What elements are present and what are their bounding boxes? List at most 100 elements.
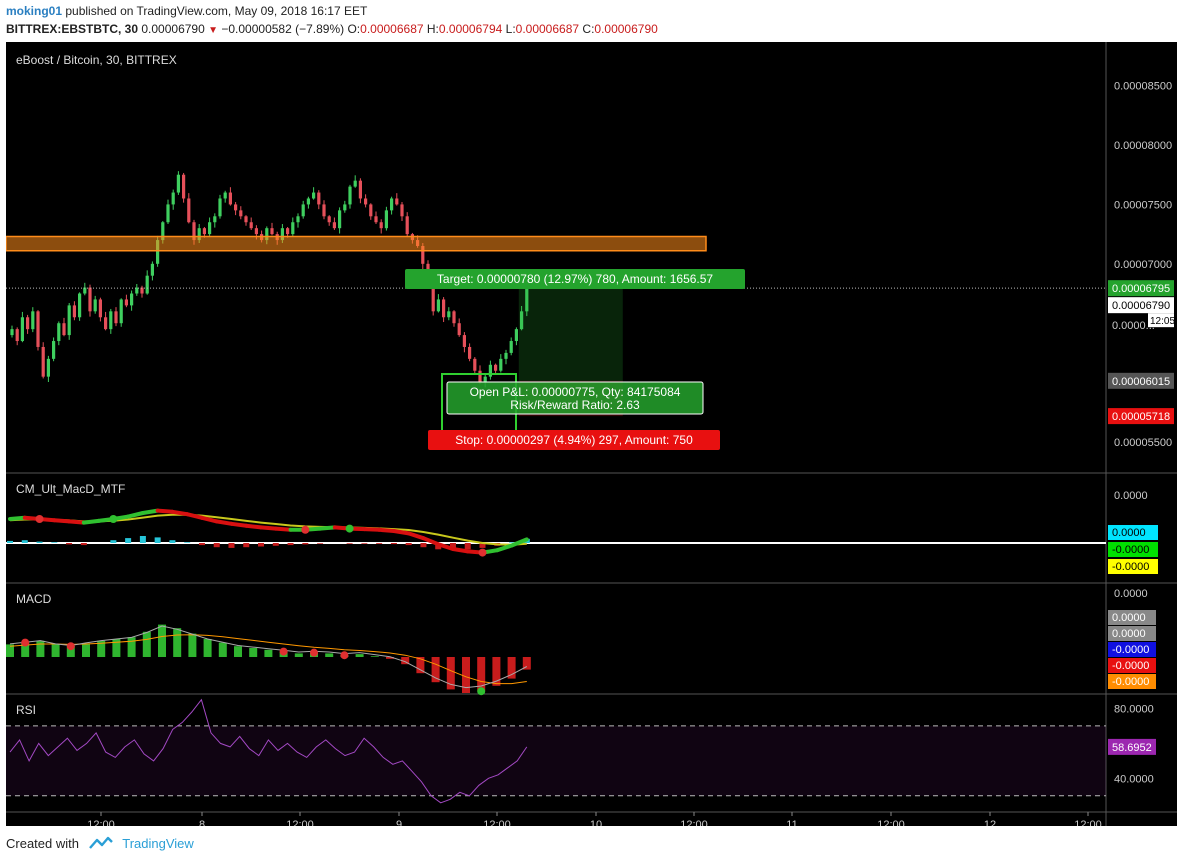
high-label: H: bbox=[426, 22, 439, 36]
macd-hist-bar bbox=[446, 657, 455, 690]
footer: Created with TradingView bbox=[6, 836, 194, 853]
cm-hist-bar bbox=[7, 540, 13, 543]
macd-hist-bar bbox=[249, 648, 258, 657]
cm-hist-bar bbox=[376, 543, 383, 544]
author-link[interactable]: moking01 bbox=[6, 4, 63, 18]
cm-hist-bar bbox=[390, 543, 397, 545]
macd-hist-bar bbox=[234, 646, 242, 657]
target-label: Target: 0.00000780 (12.97%) 780, Amount:… bbox=[437, 272, 714, 286]
cm-macd-segment bbox=[244, 523, 264, 530]
y-tick-label: 0.00005500 bbox=[1114, 437, 1172, 449]
cm-cross-dot bbox=[109, 515, 118, 523]
cm-hist-bar bbox=[51, 542, 58, 543]
cm-macd-segment bbox=[450, 547, 470, 554]
overlay: Target: 0.00000780 (12.97%) 780, Amount:… bbox=[6, 235, 1106, 450]
macd-hist-bar bbox=[355, 654, 364, 657]
macd-cross-dot bbox=[310, 648, 318, 657]
candle-body bbox=[296, 216, 300, 223]
tradingview-brand[interactable]: TradingView bbox=[122, 836, 194, 851]
candle-body bbox=[145, 275, 149, 294]
candle-body bbox=[457, 323, 461, 336]
cm-macd-segment bbox=[259, 525, 278, 531]
candle-body bbox=[265, 228, 269, 241]
candle-body bbox=[306, 198, 310, 205]
macd-hist-bar bbox=[522, 657, 531, 670]
cm-macd-segment bbox=[436, 542, 455, 551]
candle-body bbox=[338, 210, 342, 229]
candle-body bbox=[488, 364, 492, 377]
candle-body bbox=[114, 311, 118, 324]
cm-macd-segment bbox=[421, 536, 441, 547]
cm-macd-segment bbox=[67, 519, 86, 525]
cm-hist-bar bbox=[272, 543, 279, 546]
candle-body bbox=[187, 198, 191, 223]
candle-body bbox=[31, 311, 35, 330]
candle-body bbox=[379, 222, 383, 229]
cm-macd-segment bbox=[126, 511, 145, 519]
cm-y-tick: 0.0000 bbox=[1114, 490, 1148, 502]
candle-body bbox=[327, 216, 331, 223]
candle-body bbox=[67, 305, 71, 336]
rsi-value-label: 58.6952 bbox=[1112, 742, 1152, 754]
chart-svg[interactable]: Target: 0.00000780 (12.97%) 780, Amount:… bbox=[6, 42, 1177, 826]
candle-body bbox=[20, 317, 24, 342]
y-tick-label: 0.00007500 bbox=[1114, 199, 1172, 211]
last-price-label-bg bbox=[1108, 297, 1174, 314]
candle-body bbox=[156, 240, 160, 264]
axes: 12:00 8 12:00 9 12:00 10 12:00 11 12:00 12 12:00 eB… bbox=[16, 53, 1175, 826]
candle-body bbox=[421, 245, 425, 264]
x-tick-label: 9 bbox=[396, 819, 402, 826]
macd-hist-bar bbox=[6, 644, 14, 657]
macd-hist-bar bbox=[507, 657, 516, 679]
cm-macd-segment bbox=[229, 521, 249, 528]
chart-area[interactable]: Target: 0.00000780 (12.97%) 780, Amount:… bbox=[6, 42, 1177, 826]
macd-hist-bar bbox=[218, 642, 227, 657]
rsi-title: RSI bbox=[16, 703, 36, 717]
cm-hist-bar bbox=[213, 543, 220, 548]
cm-hist-bar bbox=[420, 543, 427, 548]
macd-cross-dot bbox=[340, 651, 349, 660]
candle-body bbox=[286, 228, 290, 235]
cm-hist-bar bbox=[479, 543, 486, 548]
pnl-label-bg bbox=[446, 381, 704, 415]
candle-body bbox=[312, 192, 316, 199]
candle-body bbox=[62, 323, 66, 336]
cm-hist-bar bbox=[154, 537, 161, 543]
cm-macd-segment bbox=[140, 508, 160, 515]
cm-value-label-bg bbox=[1108, 542, 1158, 557]
cm-macd-segment bbox=[8, 515, 27, 521]
candle-body bbox=[442, 299, 446, 318]
stop-label-bg bbox=[428, 430, 720, 450]
candle-body bbox=[150, 263, 154, 276]
macd-y-tick: 0.0000 bbox=[1114, 588, 1148, 600]
cm-cross-dot bbox=[35, 515, 44, 523]
candle-body bbox=[83, 287, 87, 294]
candle-body bbox=[26, 317, 30, 330]
x-tick-label: 12:00 bbox=[680, 819, 708, 826]
open-value: 0.00006687 bbox=[360, 22, 424, 36]
cm-value-label-bg bbox=[1108, 525, 1158, 540]
cm-hist-bar bbox=[509, 542, 516, 543]
candle-body bbox=[218, 198, 222, 217]
macd-cross-dot bbox=[66, 642, 75, 651]
macd-hist-bar bbox=[158, 624, 166, 657]
candle-body bbox=[104, 317, 108, 330]
candle-body bbox=[46, 358, 50, 377]
candle-body bbox=[72, 305, 76, 318]
candle-body bbox=[317, 192, 321, 205]
current-price-label: 0.00006795 bbox=[1112, 283, 1170, 295]
x-tick-label: 12:00 bbox=[877, 819, 905, 826]
price-change: −0.00000582 (−7.89%) bbox=[221, 22, 345, 36]
grid bbox=[6, 42, 1177, 826]
candle-body bbox=[166, 204, 170, 223]
candle-body bbox=[358, 180, 362, 199]
x-tick-label: 11 bbox=[786, 819, 797, 826]
high-value: 0.00006794 bbox=[438, 22, 503, 36]
tradingview-logo-icon[interactable] bbox=[88, 836, 113, 853]
candle-body bbox=[504, 352, 508, 359]
candle-body bbox=[140, 287, 144, 294]
open-label: O: bbox=[347, 22, 361, 36]
candle-body bbox=[494, 364, 498, 371]
cm-hist-bar bbox=[169, 540, 176, 543]
cm-macd-title: CM_Ult_MacD_MTF bbox=[16, 482, 125, 496]
